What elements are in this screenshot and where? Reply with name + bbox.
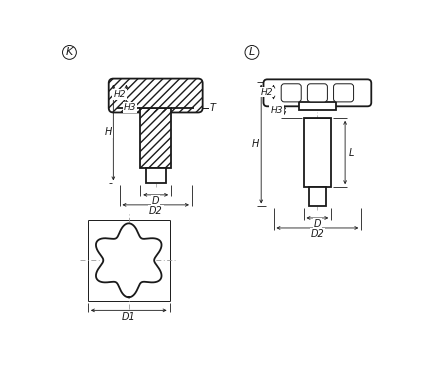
Text: H: H xyxy=(252,139,259,149)
Text: T: T xyxy=(210,103,216,113)
Text: L: L xyxy=(349,147,354,158)
Bar xyxy=(299,102,336,110)
Bar xyxy=(309,187,326,207)
Text: D2: D2 xyxy=(149,206,163,216)
FancyBboxPatch shape xyxy=(281,84,301,102)
FancyBboxPatch shape xyxy=(109,78,203,113)
Bar xyxy=(303,118,331,187)
Text: K: K xyxy=(66,47,73,57)
Bar xyxy=(140,108,171,168)
Text: D: D xyxy=(152,196,160,206)
Bar xyxy=(146,168,166,183)
Text: D: D xyxy=(313,219,321,229)
FancyBboxPatch shape xyxy=(334,84,354,102)
Text: L: L xyxy=(249,47,255,57)
Text: H3: H3 xyxy=(270,106,283,115)
Text: H2: H2 xyxy=(113,90,126,99)
Polygon shape xyxy=(96,223,161,297)
FancyBboxPatch shape xyxy=(307,84,327,102)
Text: H2: H2 xyxy=(260,88,273,97)
Text: H: H xyxy=(104,127,112,138)
Text: D2: D2 xyxy=(310,229,324,239)
FancyBboxPatch shape xyxy=(263,79,371,106)
Bar xyxy=(140,108,171,168)
Text: D1: D1 xyxy=(122,312,136,321)
Text: H3: H3 xyxy=(124,103,136,112)
